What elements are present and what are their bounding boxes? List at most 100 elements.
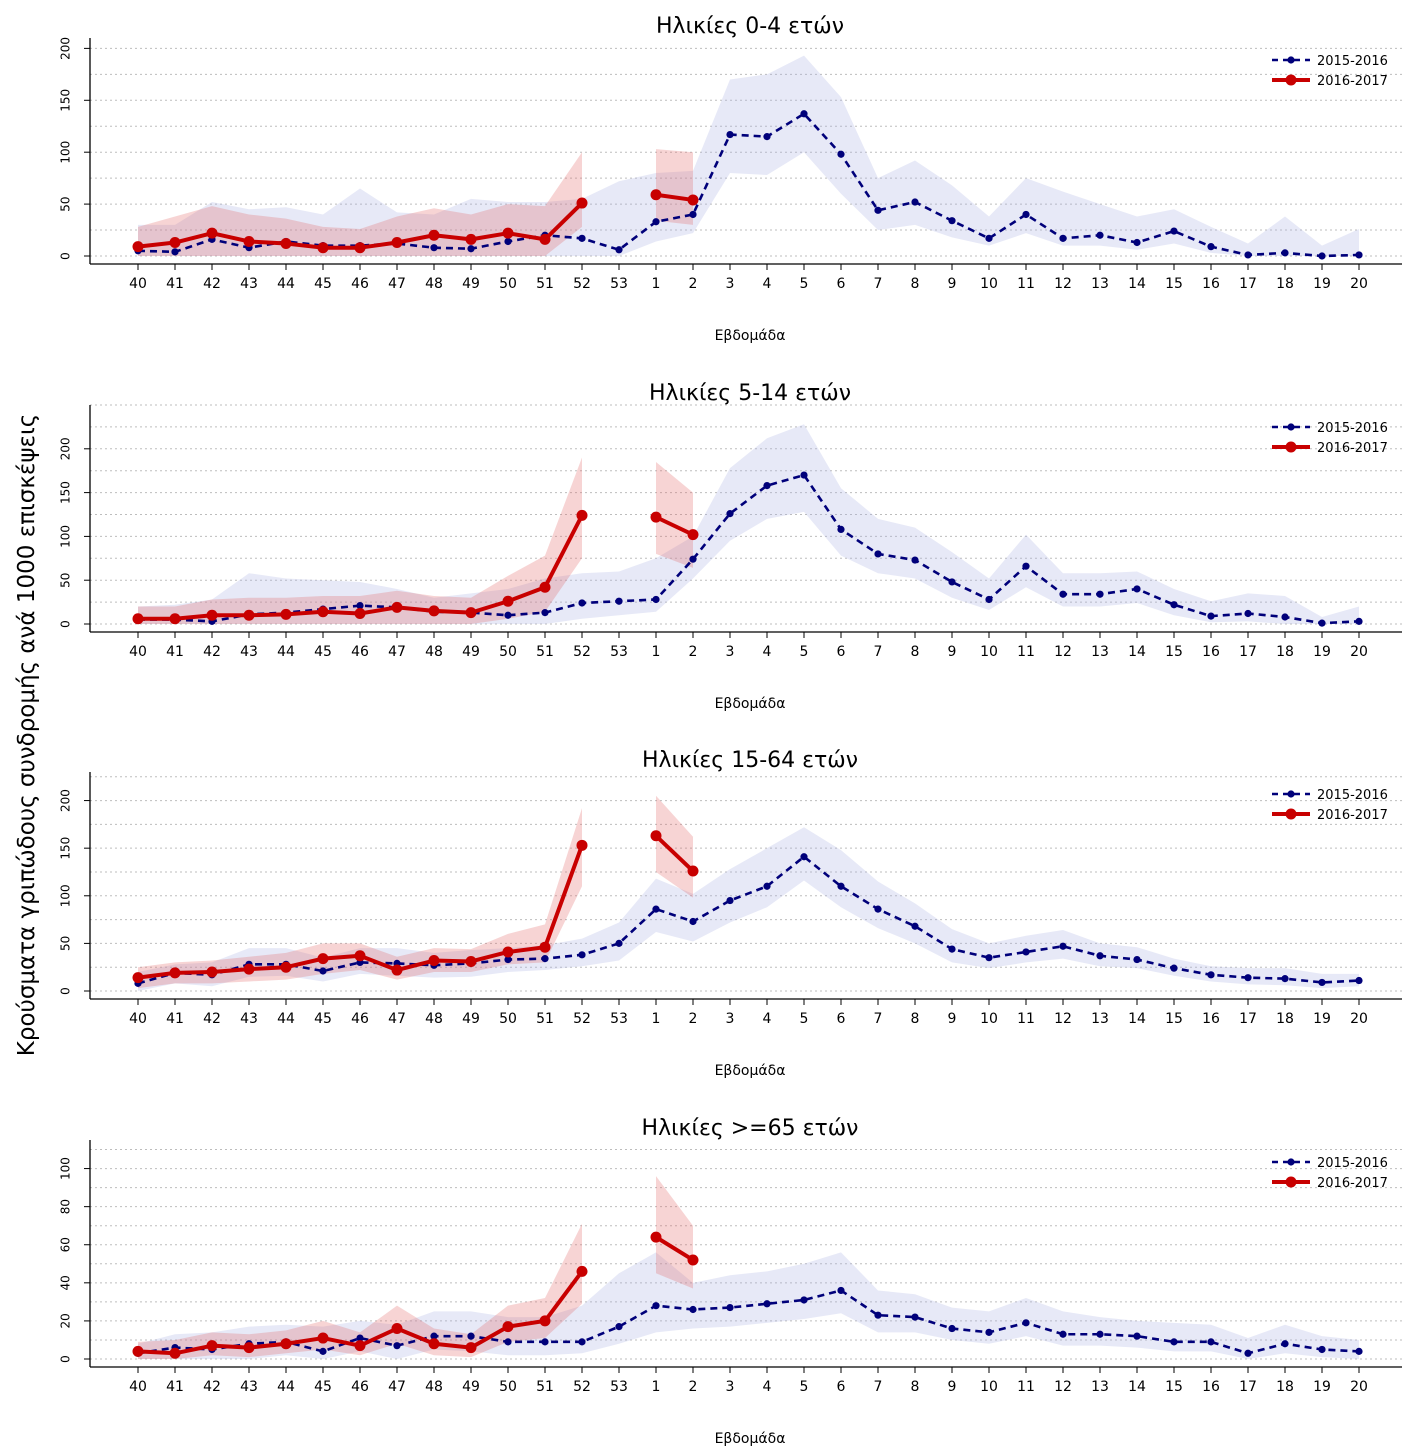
data-point-2015-2016 [504,1338,512,1346]
y-tick-label: 100 [59,884,73,907]
data-point-2015-2016 [430,244,438,252]
data-point-2015-2016 [1355,976,1363,985]
x-tick-label: 9 [948,1379,957,1395]
data-point-2015-2016 [1281,249,1289,257]
x-tick-label: 52 [573,1011,591,1027]
data-point-2016-2017 [539,1315,551,1327]
legend-label-2016-2017: 2016-2017 [1317,441,1388,456]
data-point-2016-2017 [354,1340,366,1352]
x-tick-label: 17 [1239,644,1257,660]
band-2016-2017 [656,461,693,568]
legend-label-2015-2016: 2015-2016 [1317,1156,1388,1171]
x-tick-label: 50 [499,276,517,292]
data-point-2016-2017 [465,233,477,245]
data-point-2015-2016 [578,1338,586,1346]
x-tick-label: 44 [277,1379,295,1395]
x-axis-label: Εβδομάδα [715,696,786,712]
data-point-2015-2016 [1207,243,1215,251]
legend-label-2015-2016: 2015-2016 [1317,788,1388,803]
band-2016-2017 [138,152,582,256]
x-tick-label: 13 [1091,644,1109,660]
y-tick-label: 100 [59,525,73,548]
x-tick-label: 12 [1054,276,1072,292]
data-point-2015-2016 [726,1303,734,1312]
data-point-2016-2017 [391,964,403,976]
x-tick-label: 49 [462,1011,480,1027]
data-point-2015-2016 [504,611,512,619]
x-tick-label: 6 [837,644,846,660]
data-point-2015-2016 [1133,585,1141,593]
data-point-2015-2016 [1170,964,1178,972]
data-point-2016-2017 [465,955,477,967]
x-tick-label: 10 [980,1379,998,1395]
data-point-2015-2016 [578,234,586,242]
x-tick-label: 41 [166,1379,184,1395]
x-tick-label: 51 [536,644,554,660]
x-tick-label: 40 [129,1379,147,1395]
data-point-2015-2016 [1059,234,1067,242]
data-point-2015-2016 [948,1324,956,1333]
data-point-2016-2017 [206,1340,218,1352]
data-point-2016-2017 [650,189,662,201]
data-point-2015-2016 [319,967,327,975]
data-point-2016-2017 [391,237,403,249]
x-tick-label: 45 [314,1379,332,1395]
data-point-2015-2016 [541,609,549,617]
y-tick-label: 100 [59,141,73,164]
x-tick-label: 47 [388,644,406,660]
y-tick-label: 40 [59,1275,73,1290]
data-point-2015-2016 [1022,1319,1030,1327]
band-2015-2016 [138,55,1359,257]
data-point-2015-2016 [763,133,771,141]
data-point-2016-2017 [280,608,292,620]
x-tick-label: 49 [462,276,480,292]
x-tick-label: 16 [1202,276,1220,292]
data-point-2016-2017 [428,229,440,241]
data-point-2016-2017 [502,595,514,607]
data-point-2016-2017 [576,509,588,521]
data-point-2016-2017 [391,601,403,613]
data-point-2015-2016 [430,1332,438,1340]
data-point-2016-2017 [280,238,292,250]
legend-marker-2016-2017 [1285,1176,1297,1188]
y-tick-label: 200 [59,37,73,60]
x-tick-label: 20 [1350,1379,1368,1395]
data-point-2015-2016 [1244,1349,1252,1357]
band-2016-2017 [138,457,582,624]
x-tick-label: 18 [1276,644,1294,660]
x-tick-label: 52 [573,644,591,660]
x-tick-label: 41 [166,644,184,660]
data-point-2016-2017 [169,967,181,979]
x-tick-label: 47 [388,276,406,292]
data-point-2015-2016 [652,595,660,604]
data-point-2015-2016 [689,555,697,563]
data-point-2015-2016 [1022,210,1030,219]
data-point-2016-2017 [687,1254,699,1266]
x-tick-label: 2 [689,644,698,660]
x-tick-label: 50 [499,644,517,660]
data-point-2015-2016 [948,217,956,225]
x-tick-label: 11 [1017,1379,1035,1395]
x-tick-label: 45 [314,1011,332,1027]
data-point-2015-2016 [837,150,845,158]
global-y-axis-label-svg: Κρούσματα γριπώδους συνδρομής ανά 1000 ε… [14,414,40,1056]
x-tick-label: 43 [240,1011,258,1027]
y-tick-label: 200 [59,437,73,460]
x-tick-label: 46 [351,1379,369,1395]
x-tick-label: 9 [948,1011,957,1027]
data-point-2015-2016 [1059,1330,1067,1338]
x-tick-label: 14 [1128,644,1146,660]
data-point-2016-2017 [539,941,551,953]
x-tick-label: 13 [1091,276,1109,292]
panel-title: Ηλικίες 15-64 ετών [642,748,858,773]
data-point-2015-2016 [1281,613,1289,621]
data-point-2015-2016 [1207,1338,1215,1346]
x-tick-label: 9 [948,276,957,292]
x-axis-label: Εβδομάδα [715,1431,786,1446]
data-point-2015-2016 [578,951,586,959]
y-tick-label: 0 [59,620,73,628]
data-point-2015-2016 [911,198,919,206]
x-tick-label: 48 [425,1011,443,1027]
x-tick-label: 46 [351,644,369,660]
data-point-2015-2016 [837,525,845,533]
